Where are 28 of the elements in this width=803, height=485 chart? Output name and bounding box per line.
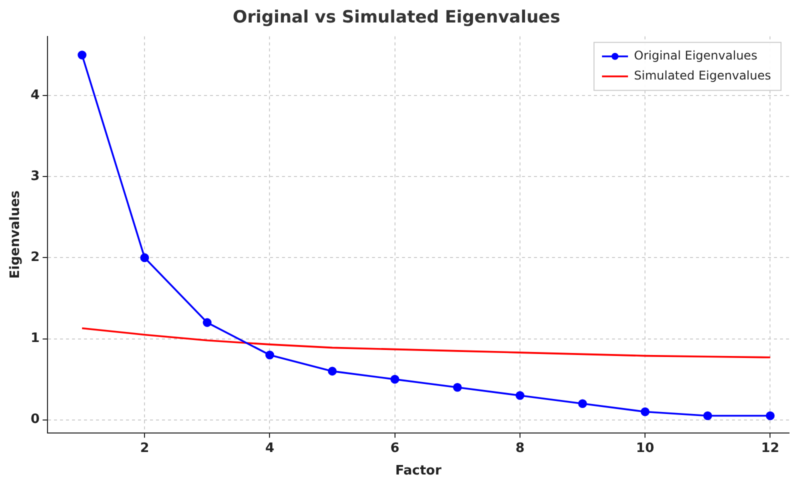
point: [640, 407, 650, 416]
point: [202, 318, 212, 327]
point: [453, 383, 462, 392]
y-tick-label: 0: [30, 412, 40, 428]
point: [578, 399, 587, 408]
point: [140, 253, 150, 262]
legend-label: Original Eigenvalues: [634, 48, 758, 63]
y-tick-label: 2: [30, 250, 40, 266]
x-tick-label: 6: [390, 440, 400, 456]
point: [265, 350, 274, 360]
x-tick-label: 2: [140, 440, 150, 456]
legend-label: Simulated Eigenvalues: [634, 68, 772, 83]
y-axis-title: Eigenvalues: [8, 190, 24, 279]
x-axis-title: Factor: [395, 464, 442, 479]
point: [328, 366, 337, 376]
y-tick-label: 1: [30, 331, 40, 346]
x-tick-label: 12: [761, 440, 780, 456]
chart-title: Original vs Simulated Eigenvalues: [232, 8, 560, 28]
y-tick-label: 4: [30, 88, 40, 103]
x-tick-label: 10: [636, 440, 654, 456]
point: [703, 411, 712, 420]
x-tick-label: 8: [515, 440, 525, 456]
point: [516, 391, 524, 400]
point: [766, 411, 775, 420]
y-tick-label: 3: [30, 169, 40, 184]
x-tick-label: 4: [265, 440, 274, 456]
point: [78, 50, 86, 60]
point: [390, 374, 400, 384]
